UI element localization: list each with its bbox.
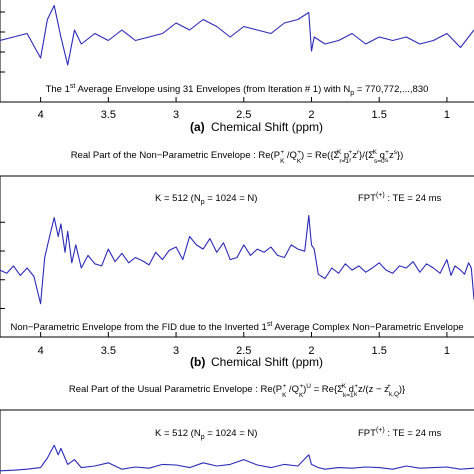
panel-b-annotation-left: K = 512 (Np = 1024 = N) — [155, 193, 257, 206]
panel-a-frame — [0, 0, 474, 103]
panel-c-annotation-left: K = 512 (Np = 1024 = N) — [155, 428, 257, 441]
panel-c-title: Real Part of the Usual Parametric Envelo… — [69, 383, 405, 399]
panel-a-series-line — [0, 4, 474, 66]
x-tick-label: 4 — [38, 109, 44, 121]
panel-a-x-ticks — [0, 11, 448, 102]
x-tick-label: 1 — [444, 345, 450, 357]
panel-a-tick-labels: 4 3.5 3 2.5 2 1.5 1 — [38, 109, 450, 121]
x-tick-label: 4 — [38, 345, 44, 357]
panel-b-inner-caption: Non−Parametric Envelope from the FID due… — [10, 321, 463, 333]
x-tick-label: 1.5 — [372, 109, 387, 121]
x-tick-label: 2 — [308, 345, 314, 357]
x-tick-label: 3.5 — [101, 345, 116, 357]
x-tick-label: 2.5 — [236, 109, 251, 121]
x-tick-label: 3 — [173, 345, 179, 357]
x-tick-label: 2.5 — [236, 345, 251, 357]
x-tick-label: 2 — [308, 109, 314, 121]
panel-a-inner-caption: The 1st Average Envelope using 31 Envelo… — [46, 83, 429, 97]
panel-b-title: Real Part of the Non−Parametric Envelope… — [71, 149, 404, 165]
x-tick-label: 1.5 — [372, 345, 387, 357]
panel-b-xlabel: Chemical Shift (ppm) — [211, 355, 323, 369]
panel-c: Real Part of the Usual Parametric Envelo… — [0, 383, 474, 474]
panel-a: The 1st Average Envelope using 31 Envelo… — [0, 0, 474, 134]
panel-b-series-line — [0, 214, 474, 305]
panel-b-x-ticks — [0, 221, 448, 337]
panel-c-series-line — [0, 444, 474, 472]
panel-a-xlabel: Chemical Shift (ppm) — [211, 120, 323, 134]
x-tick-label: 1 — [444, 109, 450, 121]
panel-b-tick-labels: 4 3.5 3 2.5 2 1.5 1 — [38, 345, 450, 357]
panel-b: Real Part of the Non−Parametric Envelope… — [0, 149, 474, 369]
panel-b-frame — [0, 176, 474, 338]
panel-b-annotation-right: FPT(+) : TE = 24 ms — [358, 192, 442, 204]
x-tick-label: 3.5 — [101, 109, 116, 121]
x-tick-label: 3 — [173, 109, 179, 121]
panel-c-annotation-right: FPT(+) : TE = 24 ms — [358, 427, 442, 439]
panel-b-xlabel-tag: (b) — [190, 355, 205, 369]
panel-a-xlabel-tag: (a) — [190, 120, 205, 134]
